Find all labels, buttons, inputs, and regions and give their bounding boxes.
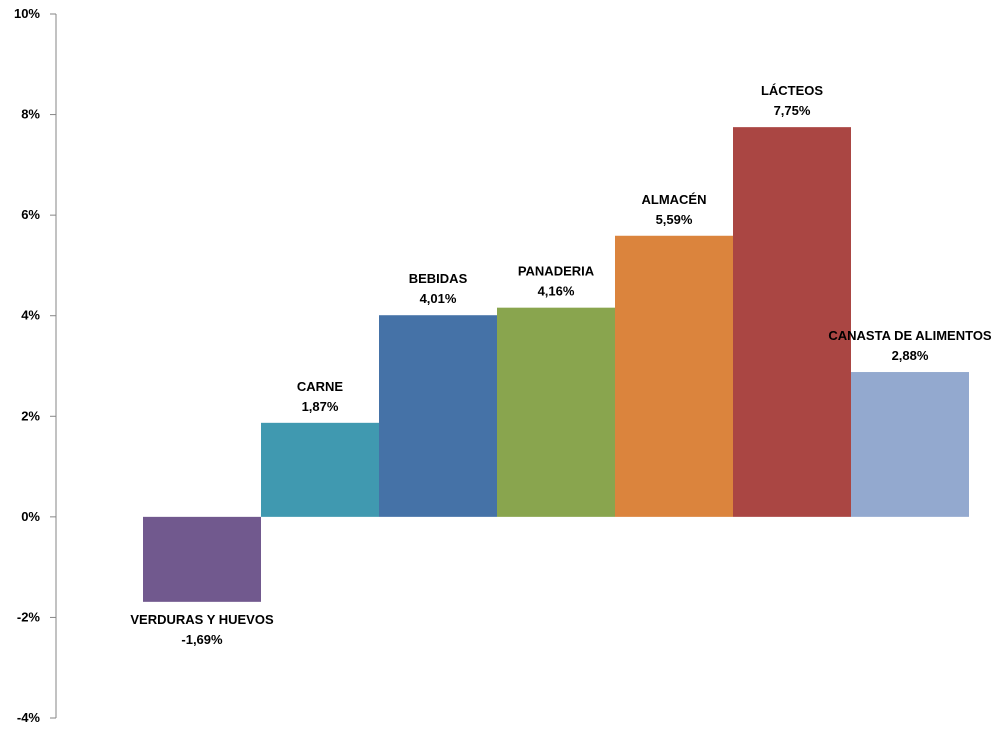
bar [497, 307, 615, 517]
y-tick-label: -2% [17, 609, 41, 624]
y-tick-label: -4% [17, 710, 41, 725]
y-tick-label: 6% [21, 207, 40, 222]
bars [143, 127, 969, 602]
bar-value-label: 5,59% [656, 212, 693, 227]
y-tick-label: 2% [21, 408, 40, 423]
y-tick-label: 4% [21, 308, 40, 323]
bar [379, 315, 497, 517]
bar-category-label: PANADERIA [518, 264, 595, 279]
bar-category-label: CARNE [297, 379, 344, 394]
bar [143, 516, 261, 602]
bar-value-label: 4,01% [420, 291, 457, 306]
bar-value-label: 7,75% [774, 103, 811, 118]
bar-category-label: ALMACÉN [642, 192, 707, 207]
bar-category-label: LÁCTEOS [761, 83, 823, 98]
bar-category-label: VERDURAS Y HUEVOS [130, 612, 274, 627]
y-tick-label: 0% [21, 509, 40, 524]
bar [851, 372, 969, 517]
bar-category-label: CANASTA DE ALIMENTOS [828, 328, 992, 343]
bar-value-label: 2,88% [892, 348, 929, 363]
y-axis: -4% -2% 0% 2% 4% 6% 8% 10% [14, 6, 57, 725]
y-tick-label: 10% [14, 6, 40, 21]
bar-category-label: BEBIDAS [409, 271, 468, 286]
bar [733, 127, 851, 517]
bar [615, 235, 733, 517]
bar-value-label: -1,69% [181, 632, 223, 647]
bar-value-label: 4,16% [538, 284, 575, 299]
bar-value-label: 1,87% [302, 399, 339, 414]
y-tick-label: 8% [21, 107, 40, 122]
bar-labels: VERDURAS Y HUEVOS -1,69% CARNE 1,87% BEBIDAS… [130, 83, 992, 647]
bar [261, 422, 379, 517]
